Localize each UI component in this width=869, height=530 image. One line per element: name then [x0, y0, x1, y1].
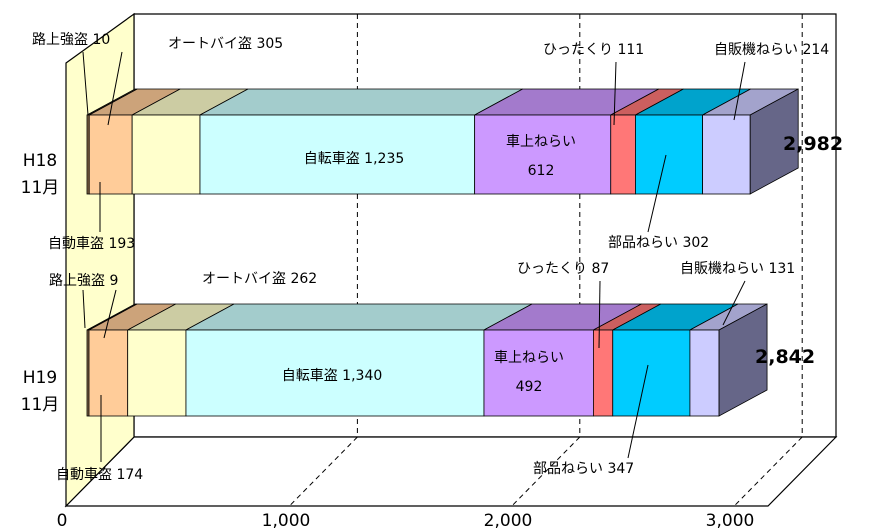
motorcycle-theft-label: オートバイ盗 262	[202, 271, 317, 287]
auto-theft-label: 自動車盗 174	[56, 466, 143, 483]
bar-segment-front	[128, 330, 186, 416]
bar-total-label: 2,982	[783, 133, 843, 155]
bar-segment-front	[132, 115, 200, 194]
bar-total-label: 2,842	[755, 346, 815, 368]
bar-segment-front	[635, 115, 702, 194]
bar-segment-front	[611, 115, 636, 194]
category-label: 11月	[21, 178, 60, 198]
robbery-label: 路上強盗 10	[32, 32, 110, 48]
snatch-label: ひったくり 111	[543, 42, 644, 58]
car-break-in-label: 車上ねらい	[494, 349, 564, 366]
vending-machine-label: 自販機ねらい 131	[680, 261, 795, 277]
bar-segment-front	[703, 115, 751, 194]
bar-segment-front	[89, 115, 132, 194]
bar-segment-front	[613, 330, 690, 416]
snatch-label: ひったくり 87	[517, 261, 609, 277]
bar-segment-front	[593, 330, 612, 416]
vending-machine-label: 自販機ねらい 214	[714, 42, 829, 58]
auto-theft-label: 自動車盗 193	[48, 235, 135, 252]
bar-segment	[186, 304, 532, 416]
bicycle-theft-label: 自転車盗 1,235	[304, 150, 405, 167]
x-tick-label: 1,000	[262, 511, 311, 530]
car-break-in-value: 612	[528, 163, 555, 179]
chart-side-wall	[66, 14, 134, 506]
bar-segment-front	[89, 330, 128, 416]
x-tick-label: 2,000	[484, 511, 533, 530]
bar-segment-front	[484, 330, 593, 416]
car-break-in-value: 492	[516, 379, 543, 395]
chart-floor	[66, 437, 836, 506]
bar-segment-top	[200, 89, 523, 115]
x-tick-label: 0	[57, 511, 68, 530]
category-label: H19	[23, 368, 57, 388]
car-break-in-label: 車上ねらい	[506, 133, 576, 150]
bar-segment-top	[186, 304, 532, 330]
bar-segment-front	[475, 115, 611, 194]
bicycle-theft-label: 自転車盗 1,340	[282, 367, 383, 384]
robbery-label: 路上強盗 9	[49, 273, 118, 289]
category-label: H18	[23, 151, 57, 171]
parts-theft-label: 部品ねらい 302	[608, 235, 709, 251]
bar-segment-front	[690, 330, 719, 416]
category-label: 11月	[21, 395, 60, 415]
parts-theft-label: 部品ねらい 347	[533, 461, 634, 477]
motorcycle-theft-label: オートバイ盗 305	[168, 36, 283, 52]
x-tick-label: 3,000	[706, 511, 755, 530]
